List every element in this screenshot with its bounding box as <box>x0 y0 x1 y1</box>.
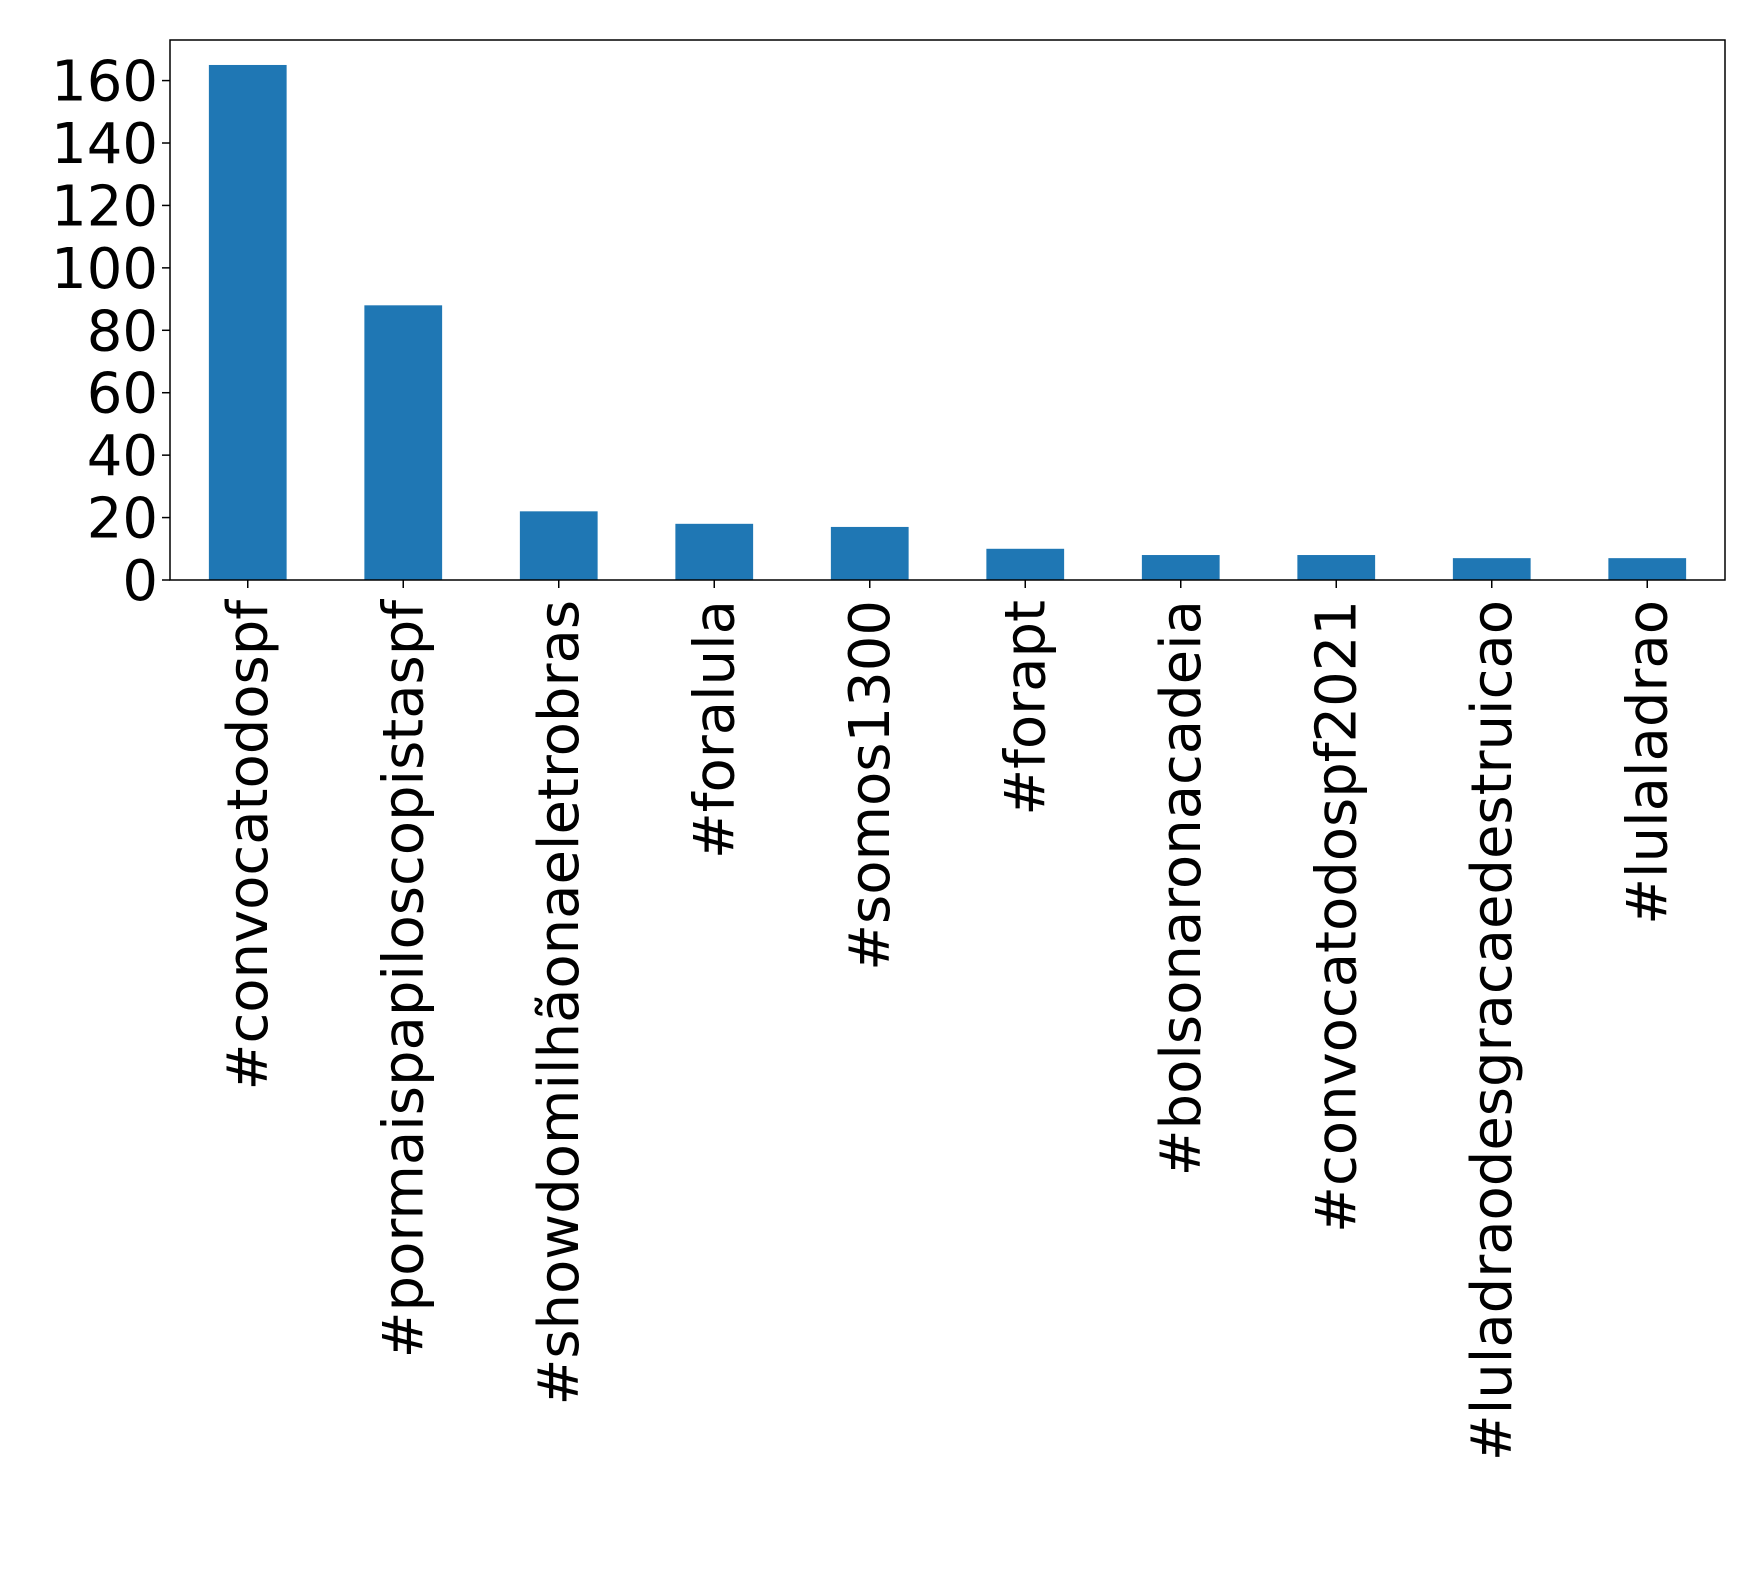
y-tick-label: 60 <box>87 362 158 427</box>
bar <box>1141 555 1220 580</box>
bar <box>675 523 754 580</box>
bar <box>1297 555 1376 580</box>
y-tick-label: 160 <box>51 50 158 115</box>
y-tick-label: 0 <box>122 549 158 614</box>
bar <box>364 305 443 580</box>
x-tick-label: #convocatodospf2021 <box>1304 600 1369 1233</box>
x-tick-label: #forapt <box>993 600 1058 816</box>
bar <box>1452 558 1531 580</box>
y-tick-label: 40 <box>87 424 158 489</box>
x-tick-label: #lulaladrao <box>1615 600 1680 925</box>
y-tick-label: 20 <box>87 487 158 552</box>
x-tick-label: #somos1300 <box>838 600 903 971</box>
x-tick-label: #pormaispapiloscopistaspf <box>371 599 436 1359</box>
y-tick-label: 120 <box>51 174 158 239</box>
x-tick-label: #luladraodesgracaedestruicao <box>1460 600 1525 1461</box>
x-tick-label: #showdomilhãonaeletrobras <box>527 600 592 1406</box>
y-tick-label: 140 <box>51 112 158 177</box>
bar <box>519 511 598 580</box>
x-tick-label: #foralula <box>682 600 747 859</box>
bar <box>986 548 1065 580</box>
plot-frame <box>169 39 1726 581</box>
x-tick-label: #bolsonaronacadeia <box>1149 600 1214 1176</box>
y-tick-label: 80 <box>87 299 158 364</box>
x-axis: #convocatodospf #pormaispapiloscopistaspf… <box>216 580 1680 1461</box>
bar <box>208 64 287 581</box>
bar <box>1608 558 1687 580</box>
x-tick-label: #convocatodospf <box>216 599 281 1091</box>
bars-layer <box>208 64 1687 581</box>
bar <box>830 526 909 580</box>
y-tick-label: 100 <box>51 237 158 302</box>
